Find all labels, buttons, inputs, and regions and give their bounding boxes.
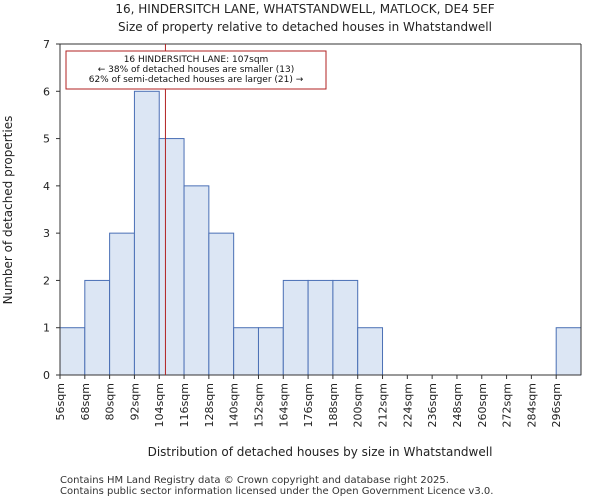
- x-tick-label: 224sqm: [401, 383, 414, 427]
- x-tick-label: 128sqm: [203, 383, 216, 427]
- marker-annotation: 16 HINDERSITCH LANE: 107sqm ← 38% of det…: [65, 50, 327, 90]
- x-axis-label: Distribution of detached houses by size …: [148, 445, 493, 459]
- x-tick-label: 272sqm: [501, 383, 514, 427]
- annotation-smaller: ← 38% of detached houses are smaller (13…: [98, 65, 295, 75]
- x-tick-label: 248sqm: [451, 383, 464, 427]
- x-tick-label: 284sqm: [525, 383, 538, 427]
- histogram-bar: [208, 232, 235, 376]
- histogram-bar: [555, 327, 582, 376]
- histogram-bar: [233, 327, 259, 376]
- x-tick-label: 164sqm: [277, 383, 290, 427]
- histogram-bar: [307, 279, 334, 376]
- x-tick-label: 188sqm: [327, 383, 340, 427]
- y-ticks-group: 0 1 2 3 4 5 6 7: [43, 38, 60, 382]
- y-tick-label: 1: [43, 322, 50, 335]
- x-tick-label: 152sqm: [252, 383, 265, 427]
- x-ticks-group: 56sqm 68sqm 80sqm 92sqm 104sqm 116sqm 128sqm 14…: [54, 375, 563, 427]
- histogram-bar: [59, 327, 86, 376]
- axes-group: [59, 43, 582, 376]
- x-tick-label: 176sqm: [302, 383, 315, 427]
- y-tick-label: 0: [43, 369, 50, 382]
- x-tick-label: 200sqm: [352, 383, 365, 427]
- x-tick-label: 104sqm: [153, 383, 166, 427]
- y-tick-label: 6: [43, 85, 50, 98]
- footer-licence: Contains public sector information licen…: [60, 486, 493, 497]
- histogram-bar: [183, 185, 210, 376]
- histogram-bar: [282, 279, 309, 376]
- chart-title: 16, HINDERSITCH LANE, WHATSTANDWELL, MAT…: [115, 2, 494, 16]
- y-tick-label: 3: [43, 227, 50, 240]
- y-tick-label: 4: [43, 180, 50, 193]
- x-tick-label: 260sqm: [476, 383, 489, 427]
- x-tick-label: 80sqm: [104, 383, 117, 420]
- y-axis-label: Number of detached properties: [1, 116, 15, 305]
- y-tick-label: 5: [43, 133, 50, 146]
- histogram-bar: [133, 90, 160, 376]
- bars-group: [59, 90, 582, 376]
- histogram-bar: [84, 279, 111, 376]
- x-tick-label: 296sqm: [550, 383, 563, 427]
- x-tick-label: 68sqm: [79, 383, 92, 420]
- histogram-bar: [357, 327, 384, 376]
- annotation-box: [65, 50, 327, 90]
- chart-subtitle: Size of property relative to detached ho…: [118, 20, 492, 34]
- histogram-bar: [109, 232, 135, 376]
- x-tick-label: 140sqm: [228, 383, 241, 427]
- x-tick-label: 92sqm: [128, 383, 141, 420]
- footer-copyright: Contains HM Land Registry data © Crown c…: [60, 475, 449, 486]
- y-tick-label: 2: [43, 274, 50, 287]
- annotation-larger: 62% of semi-detached houses are larger (…: [89, 75, 304, 85]
- histogram-bar: [332, 279, 359, 376]
- x-tick-label: 212sqm: [377, 383, 390, 427]
- histogram-bar: [158, 138, 185, 376]
- histogram-bar: [257, 327, 284, 376]
- y-tick-label: 7: [43, 38, 50, 51]
- x-tick-label: 236sqm: [426, 383, 439, 427]
- x-tick-label: 116sqm: [178, 383, 191, 427]
- annotation-title: 16 HINDERSITCH LANE: 107sqm: [124, 55, 269, 65]
- x-tick-label: 56sqm: [54, 383, 67, 420]
